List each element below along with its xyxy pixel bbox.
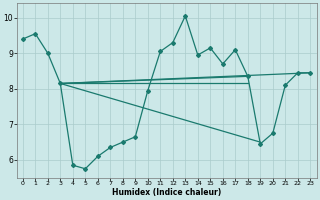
X-axis label: Humidex (Indice chaleur): Humidex (Indice chaleur): [112, 188, 221, 197]
